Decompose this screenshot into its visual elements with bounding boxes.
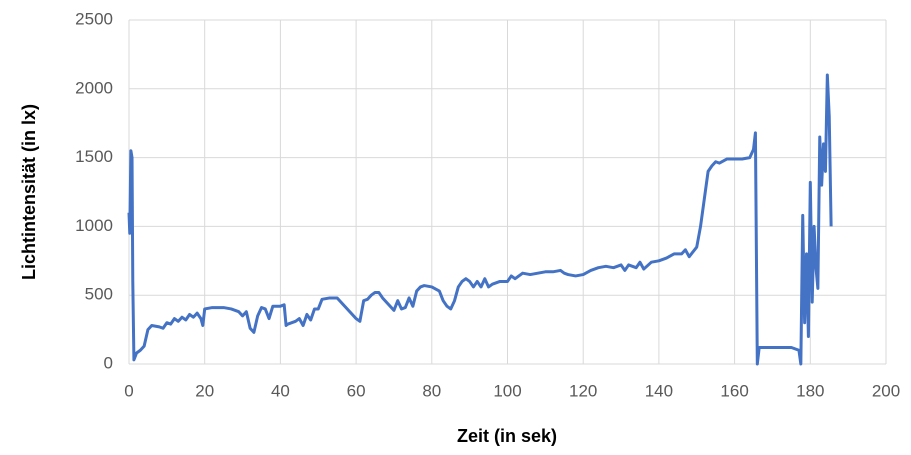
x-tick-label: 40 — [271, 381, 290, 400]
y-tick-label: 2000 — [75, 78, 113, 97]
y-tick-label: 1500 — [75, 147, 113, 166]
x-tick-label: 140 — [645, 381, 673, 400]
y-tick-label: 500 — [85, 285, 113, 304]
data-line — [127, 73, 833, 366]
x-tick-label: 100 — [493, 381, 521, 400]
y-tick-label: 2500 — [75, 9, 113, 28]
x-tick-label: 200 — [872, 381, 900, 400]
y-tick-label: 0 — [104, 353, 113, 372]
y-axis-title: Lichtintensität (in lx) — [19, 104, 39, 280]
x-tick-label: 60 — [347, 381, 366, 400]
x-tick-label: 160 — [720, 381, 748, 400]
x-tick-label: 0 — [124, 381, 133, 400]
x-tick-label: 80 — [422, 381, 441, 400]
x-tick-label: 180 — [796, 381, 824, 400]
x-axis-title: Zeit (in sek) — [457, 426, 557, 446]
x-tick-label: 120 — [569, 381, 597, 400]
x-tick-label: 20 — [195, 381, 214, 400]
y-tick-label: 1000 — [75, 216, 113, 235]
